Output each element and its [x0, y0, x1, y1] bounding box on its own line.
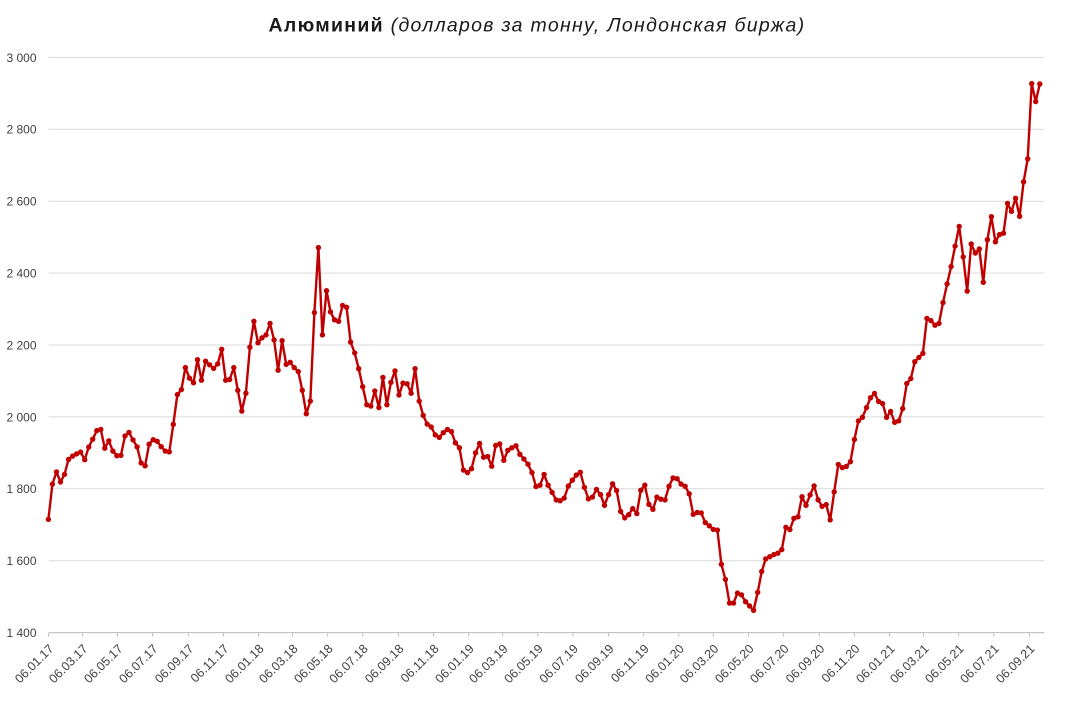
- svg-text:2 000: 2 000: [6, 410, 36, 424]
- svg-text:2 200: 2 200: [6, 338, 36, 352]
- svg-text:2 800: 2 800: [6, 123, 36, 137]
- svg-text:1 800: 1 800: [6, 482, 36, 496]
- svg-text:2 600: 2 600: [6, 195, 36, 209]
- svg-text:Алюминий (долларов за тонну, Л: Алюминий (долларов за тонну, Лондонская …: [269, 15, 806, 37]
- svg-text:3 000: 3 000: [6, 51, 36, 65]
- svg-text:1 400: 1 400: [6, 626, 36, 640]
- svg-text:1 600: 1 600: [6, 554, 36, 568]
- svg-text:2 400: 2 400: [6, 267, 36, 281]
